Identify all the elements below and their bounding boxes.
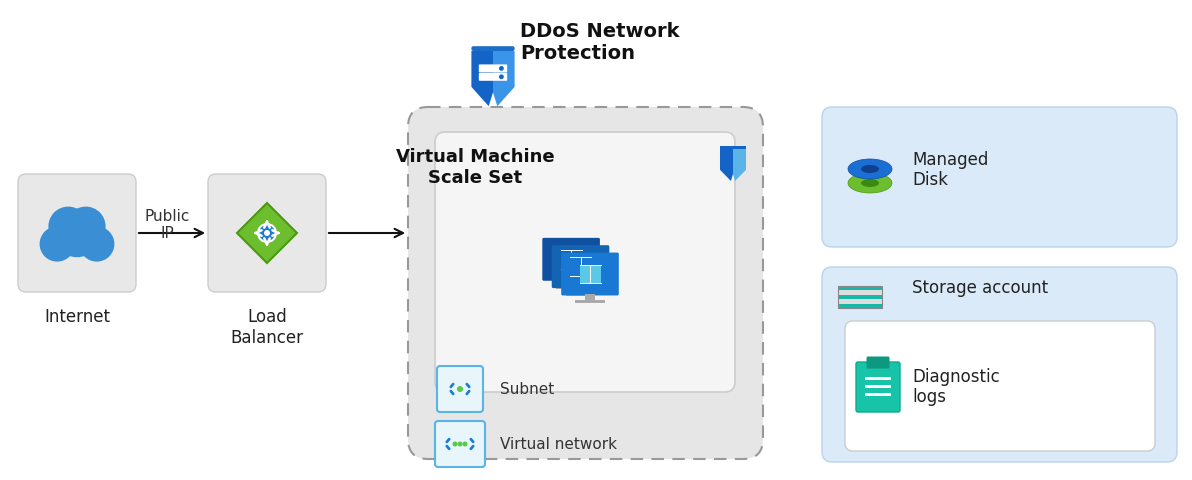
Text: Virtual network: Virtual network: [499, 437, 617, 452]
FancyBboxPatch shape: [18, 175, 136, 292]
FancyBboxPatch shape: [435, 421, 485, 467]
Circle shape: [453, 442, 458, 446]
Circle shape: [458, 442, 462, 446]
Circle shape: [499, 67, 504, 72]
FancyBboxPatch shape: [822, 267, 1177, 462]
FancyBboxPatch shape: [437, 366, 483, 412]
Bar: [838, 286, 882, 309]
FancyBboxPatch shape: [856, 362, 900, 412]
Bar: [579, 265, 601, 284]
Polygon shape: [493, 52, 515, 107]
Circle shape: [499, 75, 504, 80]
Circle shape: [52, 209, 101, 258]
Circle shape: [257, 225, 277, 242]
Polygon shape: [471, 52, 493, 107]
FancyBboxPatch shape: [471, 47, 515, 52]
Bar: [585, 294, 595, 300]
FancyBboxPatch shape: [542, 239, 600, 281]
Ellipse shape: [861, 166, 879, 174]
Circle shape: [263, 230, 271, 237]
Circle shape: [79, 227, 114, 262]
Text: Managed
Disk: Managed Disk: [912, 150, 988, 189]
FancyBboxPatch shape: [479, 65, 508, 73]
Ellipse shape: [861, 180, 879, 188]
Text: Subnet: Subnet: [499, 382, 554, 396]
Bar: [560, 251, 582, 269]
Bar: [838, 295, 882, 300]
Text: Public
IP: Public IP: [144, 208, 190, 240]
FancyBboxPatch shape: [561, 253, 619, 296]
Bar: [46, 236, 107, 255]
Text: Diagnostic
logs: Diagnostic logs: [912, 367, 1000, 406]
Polygon shape: [237, 204, 297, 264]
Bar: [865, 377, 890, 380]
Bar: [838, 300, 882, 304]
Text: Internet: Internet: [44, 307, 110, 325]
FancyBboxPatch shape: [822, 108, 1177, 248]
FancyBboxPatch shape: [408, 108, 763, 459]
Bar: [576, 300, 604, 304]
Circle shape: [457, 386, 462, 392]
Bar: [838, 291, 882, 295]
Bar: [865, 393, 890, 396]
FancyBboxPatch shape: [435, 133, 735, 392]
Bar: [720, 147, 746, 150]
Circle shape: [39, 227, 75, 262]
Bar: [838, 286, 882, 291]
Bar: [838, 304, 882, 309]
FancyBboxPatch shape: [552, 246, 609, 288]
Text: Virtual Machine
Scale Set: Virtual Machine Scale Set: [396, 148, 554, 186]
Circle shape: [49, 207, 88, 247]
FancyBboxPatch shape: [867, 357, 889, 369]
Bar: [566, 280, 577, 286]
Text: DDoS Network
Protection: DDoS Network Protection: [520, 22, 679, 63]
Polygon shape: [720, 150, 733, 181]
Polygon shape: [733, 150, 746, 181]
FancyBboxPatch shape: [207, 175, 325, 292]
Text: Storage account: Storage account: [912, 278, 1048, 296]
Ellipse shape: [848, 174, 892, 193]
Bar: [865, 384, 890, 388]
Bar: [557, 286, 585, 289]
Circle shape: [462, 442, 467, 446]
Text: Load
Balancer: Load Balancer: [230, 307, 304, 346]
Bar: [570, 258, 591, 276]
Ellipse shape: [848, 160, 892, 180]
Circle shape: [66, 207, 106, 247]
FancyBboxPatch shape: [479, 73, 508, 82]
Bar: [576, 287, 585, 293]
Bar: [566, 293, 595, 297]
FancyBboxPatch shape: [845, 321, 1155, 451]
